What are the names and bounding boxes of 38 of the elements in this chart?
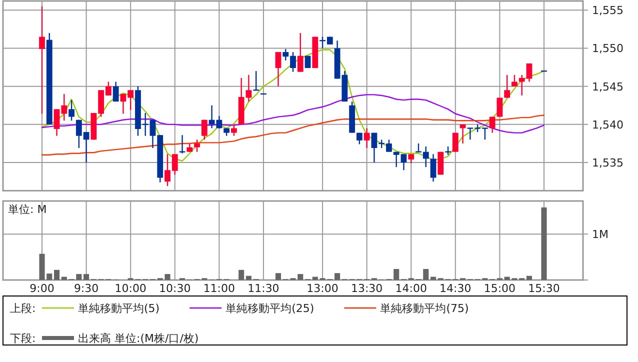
y-tick-label: 1,550 [592, 42, 624, 56]
bar [246, 276, 252, 280]
x-tick-label: 15:30 [528, 282, 560, 295]
bar [61, 276, 67, 280]
x-tick-label: 11:00 [203, 282, 236, 295]
bar [275, 273, 282, 280]
x-tick-label: 13:30 [350, 282, 383, 295]
x-tick-label: 11:30 [248, 282, 280, 295]
y-tick-label: 1,535 [592, 156, 624, 170]
line-series [41, 114, 545, 156]
y-tick-label: 1,545 [592, 80, 624, 94]
legend-label: 単純移動平均(5) [78, 302, 160, 315]
x-tick-label: 14:00 [395, 282, 427, 295]
bar [394, 268, 400, 280]
legend-title: 下段: [10, 332, 36, 345]
x-tick-label: 10:30 [159, 282, 191, 295]
x-tick-label: 9:00 [30, 282, 54, 295]
x-tick-label: 15:00 [484, 282, 516, 295]
x-tick-label: 13:00 [306, 282, 338, 295]
legend-title: 上段: [10, 302, 36, 315]
bar [84, 274, 90, 280]
bar [430, 276, 436, 280]
x-tick-label: 14:30 [440, 282, 472, 295]
bar [238, 270, 244, 280]
legend-label: 単純移動平均(75) [380, 302, 469, 315]
x-tick-label: 10:00 [114, 282, 146, 295]
bar [526, 276, 532, 280]
y-axis-title: 単位: M [8, 203, 47, 216]
x-tick-label: 9:30 [74, 282, 99, 295]
bar [312, 276, 318, 280]
y-tick-label: 1,540 [592, 118, 624, 132]
bar [54, 270, 60, 280]
bar [334, 273, 340, 280]
legend-label: 出来高 単位:(M株/口/枚) [78, 332, 199, 345]
y-tick-label: 1,555 [592, 4, 624, 18]
bar [541, 207, 547, 280]
y-tick-label: 1M [592, 228, 608, 242]
legend-label: 単純移動平均(25) [226, 302, 314, 315]
